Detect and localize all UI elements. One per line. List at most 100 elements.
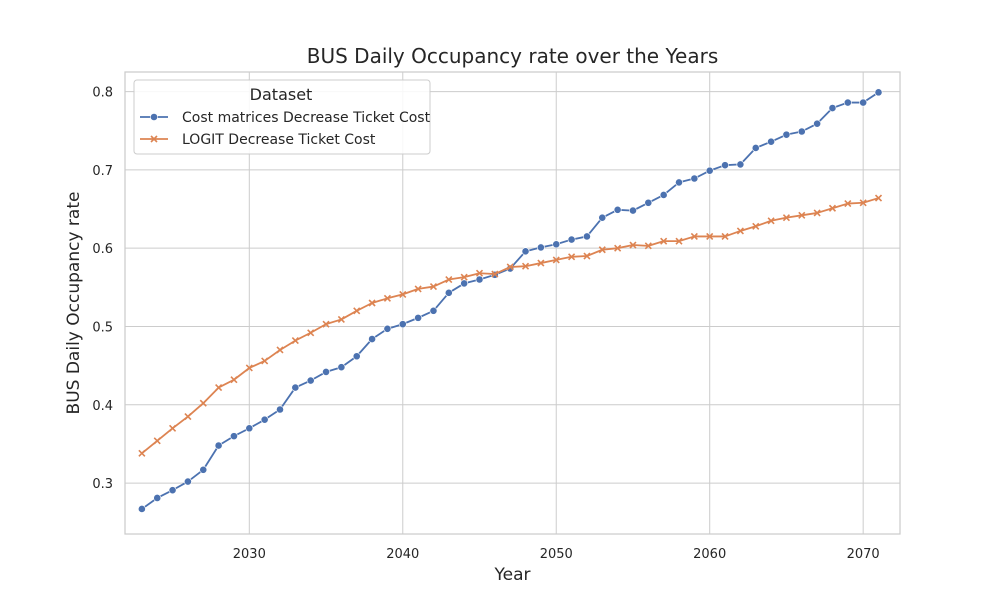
data-point — [138, 449, 146, 457]
data-point — [306, 376, 315, 385]
data-point — [383, 294, 391, 302]
data-point — [414, 313, 423, 322]
data-point — [368, 299, 376, 307]
data-point — [828, 104, 837, 112]
series-line — [141, 197, 879, 455]
data-point — [521, 247, 530, 256]
legend-marker — [150, 135, 158, 143]
series-line — [141, 91, 880, 510]
data-point — [813, 209, 821, 217]
x-tick-label: 2070 — [847, 547, 880, 562]
data-point — [429, 282, 438, 291]
y-axis-label: BUS Daily Occupancy rate — [64, 192, 84, 415]
data-point — [307, 329, 315, 337]
data-point — [705, 166, 714, 175]
data-point — [337, 315, 345, 324]
data-point — [659, 191, 668, 199]
data-point — [169, 424, 177, 432]
data-point — [322, 320, 330, 328]
data-point — [828, 204, 837, 212]
data-point — [629, 241, 637, 249]
data-point — [276, 346, 284, 354]
data-point — [429, 306, 438, 315]
legend-marker — [150, 113, 158, 121]
data-point — [583, 252, 591, 260]
data-point — [629, 206, 637, 215]
y-tick-label: 0.7 — [92, 164, 113, 179]
data-point — [751, 144, 760, 152]
data-point — [399, 290, 407, 298]
data-point — [536, 243, 545, 252]
legend-title: Dataset — [250, 85, 313, 104]
data-point — [322, 368, 330, 376]
series-2 — [138, 194, 883, 457]
tick-labels: 2030 2040 2050 2060 2070 0.3 0.4 0.5 0.6 0.7 0.8 — [92, 86, 879, 562]
data-point — [460, 279, 469, 288]
data-point — [199, 399, 207, 407]
data-point — [583, 232, 591, 241]
data-point — [567, 235, 576, 244]
data-point — [506, 263, 514, 271]
legend-entries: Cost matrices Decrease Ticket Cost LOGIT … — [140, 110, 431, 148]
data-point — [460, 273, 468, 281]
data-point — [767, 137, 775, 146]
data-point — [782, 130, 791, 139]
chart-title: BUS Daily Occupancy rate over the Years — [307, 44, 718, 68]
data-point — [199, 465, 208, 474]
data-point — [245, 424, 254, 433]
x-tick-label: 2050 — [540, 547, 573, 562]
data-point — [874, 194, 883, 202]
data-point — [444, 288, 453, 297]
data-point — [675, 237, 683, 245]
data-point — [153, 437, 161, 445]
data-point — [782, 214, 791, 222]
legend: Dataset Cost matrices Decrease Ticket Co… — [133, 79, 431, 155]
data-point — [767, 217, 775, 225]
y-tick-label: 0.6 — [92, 242, 113, 257]
data-point — [184, 477, 192, 486]
data-point — [598, 213, 607, 222]
data-point — [552, 256, 560, 264]
x-tick-label: 2030 — [233, 547, 266, 562]
data-point — [261, 357, 269, 365]
data-point — [721, 161, 729, 170]
data-point — [230, 376, 238, 384]
legend-entry: Cost matrices Decrease Ticket Cost — [140, 110, 431, 126]
data-point — [215, 384, 223, 392]
data-point — [614, 244, 622, 252]
data-point — [844, 199, 852, 208]
data-point — [644, 198, 653, 207]
data-point — [153, 494, 162, 502]
data-point — [214, 441, 223, 450]
series-1 — [137, 88, 883, 513]
data-point — [813, 119, 822, 128]
data-point — [568, 253, 576, 261]
data-point — [137, 505, 146, 513]
data-point — [475, 269, 484, 277]
data-point — [797, 127, 806, 136]
y-tick-label: 0.5 — [92, 320, 113, 335]
data-point — [491, 270, 499, 278]
x-tick-label: 2060 — [693, 547, 726, 562]
data-point — [383, 324, 392, 333]
data-point — [706, 232, 714, 241]
x-axis-label: Year — [494, 565, 531, 585]
data-point — [690, 174, 699, 183]
data-point — [736, 227, 744, 235]
data-point — [398, 320, 407, 329]
data-point — [598, 246, 606, 254]
data-point — [291, 337, 299, 345]
data-point — [843, 98, 852, 107]
data-point — [260, 415, 269, 424]
data-point — [660, 237, 668, 245]
data-point — [291, 383, 300, 392]
data-point — [736, 160, 745, 169]
legend-label: LOGIT Decrease Ticket Cost — [182, 132, 376, 148]
legend-label: Cost matrices Decrease Ticket Cost — [182, 110, 431, 126]
data-point — [721, 232, 729, 241]
data-point — [414, 285, 422, 293]
legend-entry: LOGIT Decrease Ticket Cost — [140, 132, 376, 148]
data-point — [798, 211, 806, 219]
y-tick-label: 0.8 — [92, 86, 113, 101]
